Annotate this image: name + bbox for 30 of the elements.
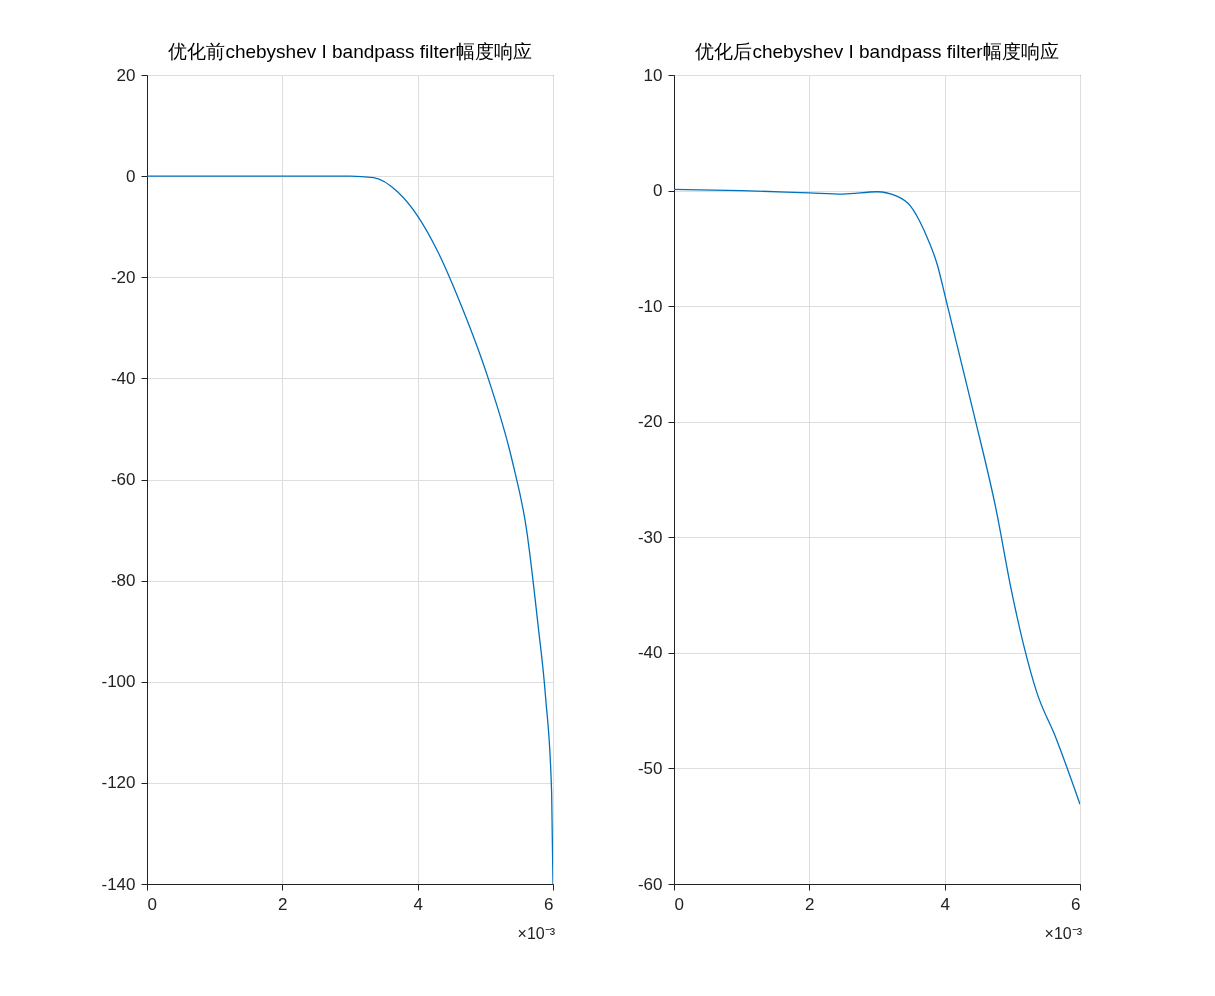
x-tick-label: 6 <box>544 894 554 914</box>
y-tick-label: -120 <box>101 773 136 793</box>
x-tick-label: 4 <box>413 894 423 914</box>
x-tick-label: 2 <box>805 894 815 914</box>
y-tick-label: -40 <box>637 643 663 663</box>
y-tick-label: -10 <box>637 296 663 316</box>
y-tick-label: -60 <box>637 874 663 894</box>
y-tick-label: -50 <box>637 758 663 778</box>
y-tick-label: -20 <box>110 267 136 287</box>
y-tick-label: -80 <box>110 571 136 591</box>
x-tick-label: 6 <box>1071 894 1081 914</box>
line-series <box>674 188 1080 805</box>
x-tick-label: 0 <box>674 894 684 914</box>
x-tick-label: 2 <box>278 894 288 914</box>
y-tick-label: -60 <box>110 470 136 489</box>
y-tick-label: -30 <box>637 527 663 547</box>
y-tick-label: 0 <box>126 166 136 186</box>
y-tick-label: 0 <box>653 181 663 201</box>
text: ×10⁻³ <box>517 925 556 942</box>
y-tick-label: -20 <box>637 412 663 432</box>
x-tick-label: 4 <box>940 894 950 914</box>
y-tick-label: 20 <box>116 65 136 85</box>
y-tick-label: -40 <box>110 368 136 388</box>
y-tick-label: -100 <box>101 672 136 692</box>
y-tick-label: -140 <box>101 874 136 894</box>
text: ×10⁻³ <box>1044 925 1083 942</box>
chart-title: 优化后chebyshev I bandpass filter幅度响应 <box>695 41 1059 62</box>
chart-title: 优化前chebyshev I bandpass filter幅度响应 <box>168 41 532 62</box>
x-tick-label: 0 <box>147 894 157 914</box>
y-tick-label: 10 <box>643 65 663 85</box>
